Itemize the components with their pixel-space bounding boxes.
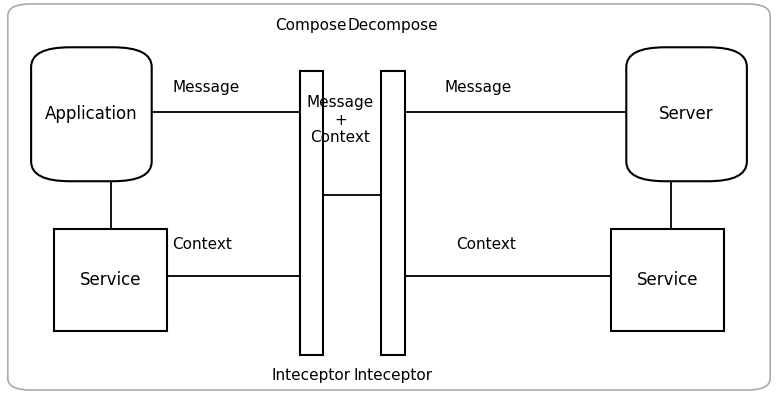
Bar [54, 229, 167, 331]
Text: Inteceptor: Inteceptor [353, 368, 433, 383]
Text: Message: Message [445, 80, 512, 95]
Text: Message
+
Context: Message + Context [307, 95, 374, 145]
Text: Message: Message [173, 80, 240, 95]
Bar [381, 71, 405, 355]
FancyBboxPatch shape [31, 47, 152, 181]
Text: Service: Service [80, 271, 142, 289]
Text: Compose: Compose [275, 18, 347, 33]
Text: Application: Application [45, 105, 138, 123]
Text: Decompose: Decompose [348, 18, 438, 33]
Text: Service: Service [636, 271, 698, 289]
Bar [611, 229, 724, 331]
FancyBboxPatch shape [626, 47, 747, 181]
Text: Context: Context [173, 237, 232, 252]
Text: Server: Server [659, 105, 714, 123]
Bar [300, 71, 323, 355]
Text: Inteceptor: Inteceptor [272, 368, 351, 383]
Text: Context: Context [457, 237, 516, 252]
